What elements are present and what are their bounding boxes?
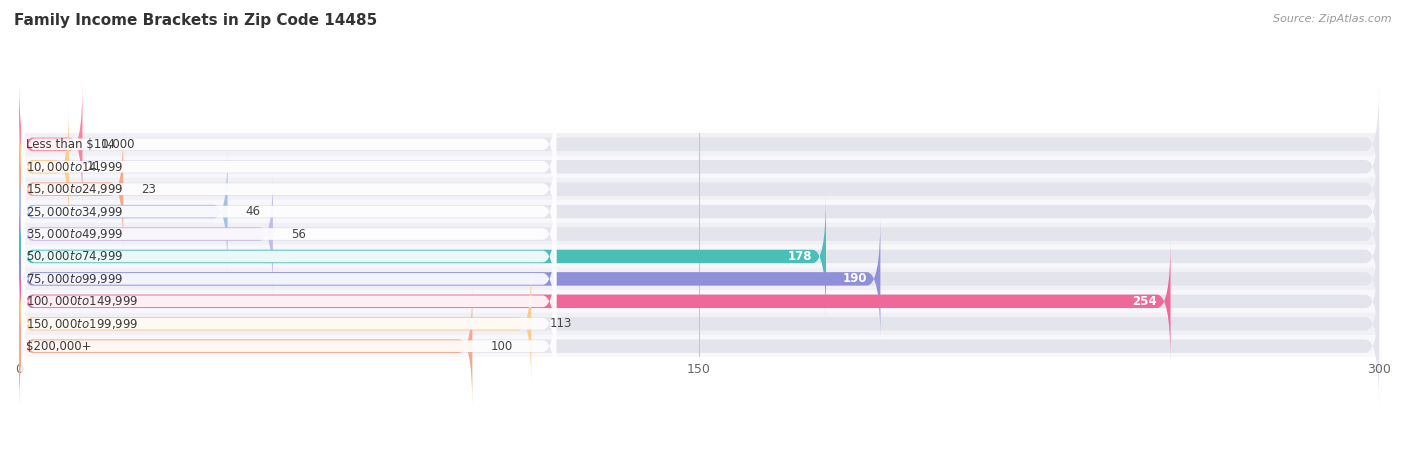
Text: 56: 56 — [291, 228, 307, 241]
FancyBboxPatch shape — [21, 128, 557, 251]
FancyBboxPatch shape — [20, 241, 1171, 362]
Bar — [20, 223, 1379, 245]
FancyBboxPatch shape — [20, 106, 69, 227]
FancyBboxPatch shape — [20, 106, 1379, 227]
Bar — [20, 335, 1379, 357]
FancyBboxPatch shape — [20, 241, 1379, 362]
Bar — [20, 178, 1379, 200]
Text: $50,000 to $74,999: $50,000 to $74,999 — [25, 249, 124, 263]
Bar — [20, 245, 1379, 268]
Text: 113: 113 — [550, 317, 572, 330]
FancyBboxPatch shape — [21, 105, 557, 228]
Text: $100,000 to $149,999: $100,000 to $149,999 — [25, 294, 138, 308]
Text: 14: 14 — [101, 138, 115, 151]
Bar — [20, 313, 1379, 335]
FancyBboxPatch shape — [20, 129, 1379, 250]
Text: $75,000 to $99,999: $75,000 to $99,999 — [25, 272, 124, 286]
FancyBboxPatch shape — [20, 286, 472, 407]
FancyBboxPatch shape — [21, 262, 557, 385]
FancyBboxPatch shape — [21, 173, 557, 296]
FancyBboxPatch shape — [21, 217, 557, 340]
FancyBboxPatch shape — [20, 218, 1379, 339]
FancyBboxPatch shape — [20, 84, 1379, 205]
FancyBboxPatch shape — [20, 151, 228, 272]
Text: $10,000 to $14,999: $10,000 to $14,999 — [25, 160, 124, 174]
Text: 46: 46 — [246, 205, 260, 218]
FancyBboxPatch shape — [20, 84, 83, 205]
FancyBboxPatch shape — [21, 285, 557, 408]
Text: $200,000+: $200,000+ — [25, 340, 91, 353]
Bar — [20, 156, 1379, 178]
Text: 11: 11 — [87, 160, 103, 173]
Text: $25,000 to $34,999: $25,000 to $34,999 — [25, 205, 124, 219]
FancyBboxPatch shape — [20, 218, 880, 339]
FancyBboxPatch shape — [20, 196, 1379, 317]
Text: Less than $10,000: Less than $10,000 — [25, 138, 135, 151]
Text: Family Income Brackets in Zip Code 14485: Family Income Brackets in Zip Code 14485 — [14, 14, 377, 28]
FancyBboxPatch shape — [21, 195, 557, 318]
FancyBboxPatch shape — [20, 174, 273, 295]
Bar — [20, 200, 1379, 223]
FancyBboxPatch shape — [21, 240, 557, 363]
Text: 254: 254 — [1132, 295, 1157, 308]
Bar — [20, 133, 1379, 156]
Bar — [20, 268, 1379, 290]
FancyBboxPatch shape — [21, 150, 557, 273]
FancyBboxPatch shape — [20, 129, 124, 250]
Bar — [20, 290, 1379, 313]
FancyBboxPatch shape — [20, 151, 1379, 272]
FancyBboxPatch shape — [21, 83, 557, 206]
Text: $35,000 to $49,999: $35,000 to $49,999 — [25, 227, 124, 241]
Text: Source: ZipAtlas.com: Source: ZipAtlas.com — [1274, 14, 1392, 23]
Text: $150,000 to $199,999: $150,000 to $199,999 — [25, 317, 138, 331]
Text: 178: 178 — [787, 250, 813, 263]
FancyBboxPatch shape — [20, 263, 531, 384]
FancyBboxPatch shape — [20, 196, 825, 317]
FancyBboxPatch shape — [20, 286, 1379, 407]
FancyBboxPatch shape — [20, 174, 1379, 295]
Text: 190: 190 — [842, 272, 866, 285]
Text: $15,000 to $24,999: $15,000 to $24,999 — [25, 182, 124, 196]
Text: 100: 100 — [491, 340, 513, 353]
Text: 23: 23 — [142, 183, 156, 196]
FancyBboxPatch shape — [20, 263, 1379, 384]
